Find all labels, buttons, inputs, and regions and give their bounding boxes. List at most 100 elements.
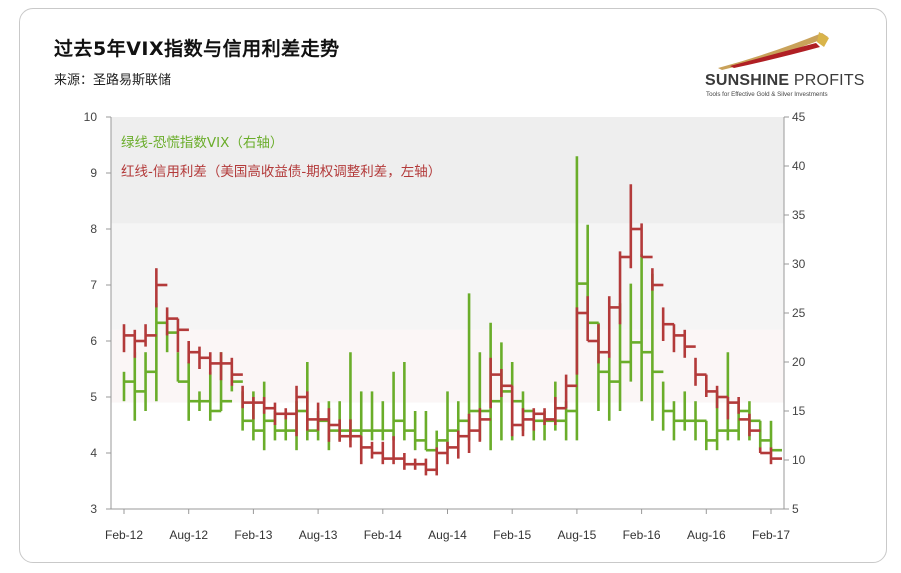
spread-bar — [532, 408, 545, 431]
spread-bar — [564, 374, 578, 409]
vix-bar — [155, 303, 168, 402]
spread-bar — [704, 374, 718, 397]
x-tick-label: Feb-13 — [234, 528, 272, 542]
spread-bar — [165, 307, 179, 336]
left-tick-label: 3 — [90, 502, 97, 516]
spread-bar — [295, 385, 308, 437]
vix-bar — [758, 420, 772, 451]
spread-bar — [262, 397, 276, 414]
logo-swoosh-icon — [718, 32, 829, 70]
vix-bar — [208, 371, 222, 421]
vix-bar — [446, 391, 459, 451]
spread-bar — [403, 453, 416, 470]
chart-title: 过去5年VIX指数与信用利差走势 — [54, 38, 340, 60]
x-tick-label: Aug-16 — [687, 528, 726, 542]
spread-bar — [381, 441, 394, 465]
vix-bar — [187, 362, 200, 421]
vix-bar — [672, 401, 685, 441]
vix-bar — [607, 352, 621, 421]
legend: 绿线-恐慌指数VIX（右轴） 红线-信用利差（美国高收益债-期权调整利差，左轴） — [121, 135, 441, 180]
spread-bar — [672, 324, 685, 353]
vix-bar — [273, 411, 286, 441]
vix-bar — [532, 411, 545, 441]
spread-bar — [316, 402, 330, 431]
spread-bar — [187, 341, 200, 364]
spread-bar — [651, 268, 664, 291]
right-tick-label: 35 — [792, 208, 806, 222]
vix-bar — [413, 411, 427, 451]
right-tick-label: 40 — [792, 159, 806, 173]
spread-bar — [392, 436, 405, 465]
spread-bar — [446, 441, 459, 465]
vix-bar — [284, 411, 297, 441]
spread-bar — [694, 357, 707, 386]
vix-bar — [575, 156, 588, 441]
vix-bar — [133, 352, 146, 421]
vix-bar — [456, 401, 470, 441]
spread-bar — [543, 408, 556, 425]
spread-bar — [306, 391, 319, 431]
vix-bar — [381, 401, 394, 441]
spread-bar — [715, 385, 729, 409]
vix-bar — [704, 420, 718, 451]
spread-bar — [618, 251, 632, 325]
vix-bar — [748, 401, 761, 441]
vix-bar — [122, 371, 135, 402]
vix-bar — [629, 283, 642, 382]
vix-bar — [403, 362, 416, 441]
plot-band-upper — [111, 117, 784, 224]
spread-bar — [435, 447, 448, 476]
spread-bar — [478, 408, 491, 442]
vix-bar — [737, 401, 750, 441]
spread-bar — [252, 397, 265, 420]
vix-bar — [424, 411, 437, 452]
spread-bar — [683, 329, 696, 358]
spread-bar — [500, 369, 513, 397]
x-tick-label: Aug-12 — [169, 528, 208, 542]
vix-bar — [694, 401, 707, 441]
spread-bar — [629, 184, 642, 269]
plot-band-lower — [111, 329, 784, 403]
legend-spread: 红线-信用利差（美国高收益债-期权调整利差，左轴） — [121, 163, 441, 180]
spread-bar — [176, 318, 189, 353]
spread-bar — [510, 385, 524, 437]
vix-bar — [661, 381, 675, 431]
spread-bar — [586, 296, 599, 343]
sunshine-profits-logo: SUNSHINE PROFITS Tools for Effective Gol… — [700, 28, 875, 103]
spread-bar — [575, 307, 588, 375]
left-tick-label: 8 — [90, 222, 97, 236]
spread-bar — [284, 408, 297, 420]
vix-bar — [338, 401, 351, 441]
logo-name-bold: SUNSHINE — [705, 72, 790, 89]
left-tick-label: 4 — [90, 446, 97, 460]
spread-bar — [144, 324, 157, 347]
vix-bar — [769, 420, 782, 452]
vix-bar — [295, 401, 308, 451]
vix-bar — [640, 254, 653, 402]
x-tick-label: Feb-14 — [364, 528, 402, 542]
spread-bar — [456, 430, 470, 459]
right-tick-label: 30 — [792, 257, 806, 271]
x-tick-label: Aug-13 — [299, 528, 338, 542]
left-tick-label: 6 — [90, 334, 97, 348]
spread-bar — [489, 357, 502, 409]
plot-band-middle — [111, 223, 784, 330]
spread-bar — [737, 397, 750, 421]
vix-bar — [435, 430, 448, 451]
x-tick-label: Feb-16 — [623, 528, 661, 542]
vix-bar — [651, 273, 664, 421]
logo-name-light: PROFITS — [789, 72, 865, 89]
logo-tagline: Tools for Effective Gold & Silver Invest… — [706, 91, 828, 98]
spread-bar — [769, 447, 782, 465]
vix-bar — [543, 411, 556, 441]
legend-vix: 绿线-恐慌指数VIX（右轴） — [121, 135, 283, 151]
vix-bar — [144, 352, 157, 411]
spread-bar — [661, 307, 675, 341]
spread-bar — [424, 458, 437, 476]
spread-bar — [370, 441, 384, 459]
left-tick-label: 10 — [84, 110, 98, 124]
vix-bar — [370, 391, 384, 441]
right-tick-label: 45 — [792, 110, 806, 124]
right-tick-label: 20 — [792, 355, 806, 369]
